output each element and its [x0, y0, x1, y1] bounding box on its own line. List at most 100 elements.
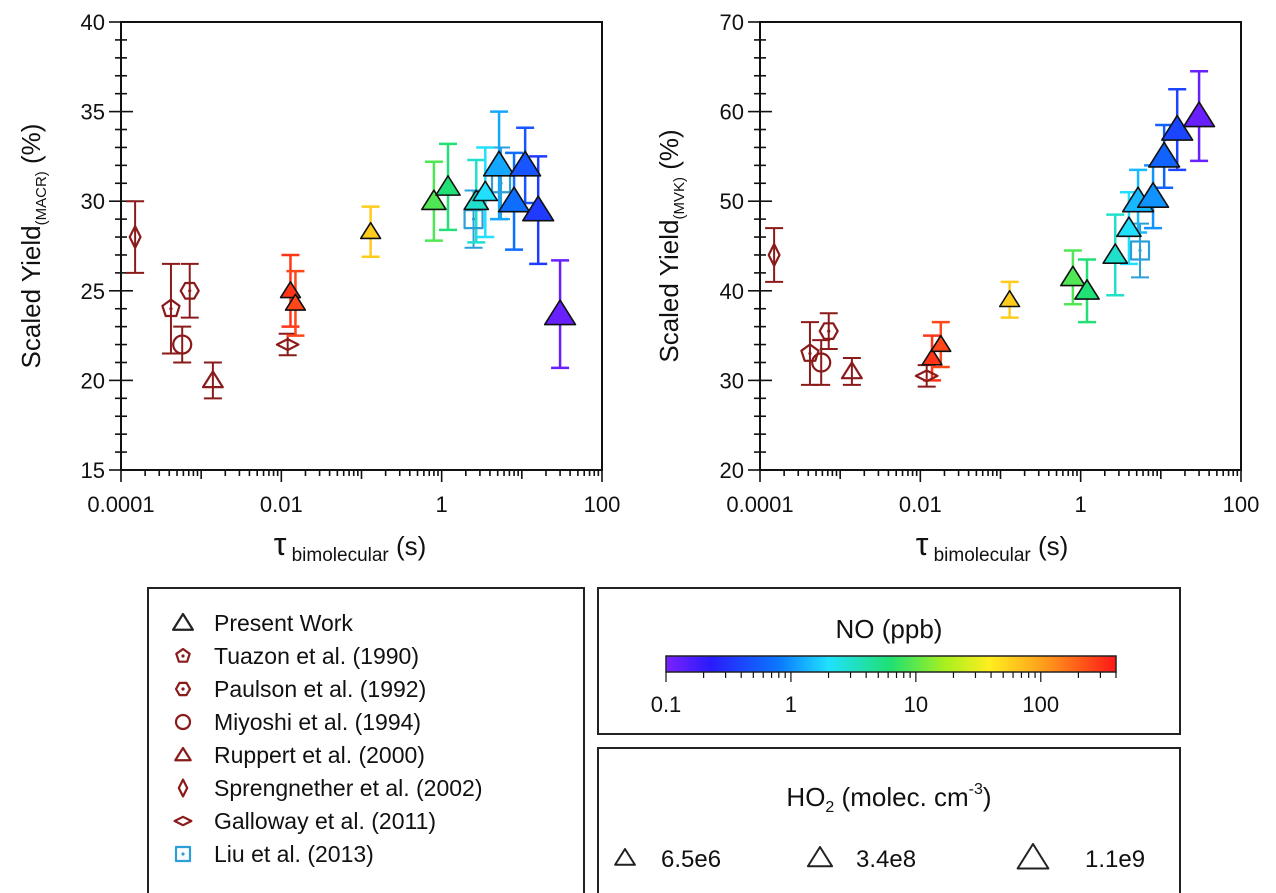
present-work-point — [359, 221, 382, 240]
literature-point-dot — [471, 217, 476, 221]
literature-point — [275, 338, 300, 352]
literature-point-dot — [169, 307, 173, 311]
x-tick-label: 100 — [1223, 492, 1260, 517]
x-tick-label: 1 — [1075, 492, 1087, 517]
legend-marker — [174, 681, 192, 697]
literature-point-dot — [188, 289, 192, 293]
legend-marker — [175, 647, 191, 663]
legend-label: Paulson et al. (1992) — [214, 676, 426, 702]
present-work-point — [1074, 279, 1100, 300]
colorbar-tick-labels: 0.1 1 10 100 — [651, 692, 1059, 717]
ho2-size-legend: HO2 (molec. cm-3) 6.5e6 3.4e8 1.1e9 — [597, 747, 1181, 893]
plot-frame — [120, 21, 603, 471]
size-legend-title: HO2 (molec. cm-3) — [786, 781, 991, 816]
size-legend-label: 1.1e9 — [1085, 846, 1145, 873]
y-axis-label: Scaled Yield(MACR) (%) — [16, 124, 50, 369]
legend-label: Present Work — [214, 610, 353, 636]
present-work-point — [1182, 101, 1216, 128]
y-tick-label: 35 — [81, 100, 105, 125]
x-tick-label: 0.0001 — [87, 492, 154, 517]
present-work-point — [1147, 141, 1181, 168]
legend-marker — [174, 746, 192, 762]
x-tick-label: 0.01 — [260, 492, 303, 517]
legend-label: Liu et al. (2013) — [214, 841, 374, 867]
literature-point — [840, 361, 863, 380]
y-tick-label: 25 — [81, 279, 105, 304]
y-tick-label: 20 — [720, 458, 744, 483]
axis-ticks — [748, 21, 1242, 482]
legend-marker — [177, 778, 189, 798]
x-tick-label: 0.0001 — [726, 492, 793, 517]
literature-point — [818, 322, 839, 340]
y-tick-labels: 20 30 40 50 60 70 — [720, 10, 744, 483]
study-legend: Present Work Tuazon et al. (1990) Paulson … — [147, 587, 585, 893]
legend-label: Tuazon et al. (1990) — [214, 643, 419, 669]
x-tick-label: 0.01 — [899, 492, 942, 517]
y-axis-label: Scaled Yield(MVK) (%) — [654, 129, 688, 362]
literature-point — [800, 343, 820, 362]
colorbar-ticks — [665, 672, 1117, 682]
legend-marker — [174, 845, 192, 863]
colorbar-tick-label: 0.1 — [651, 692, 682, 717]
literature-point — [811, 352, 832, 373]
legend-marker-dot — [181, 654, 185, 658]
legend-marker-dot — [181, 687, 185, 691]
present-work-point — [435, 175, 461, 196]
y-tick-label: 40 — [720, 279, 744, 304]
legend-marker-dot — [181, 852, 185, 856]
literature-point — [767, 243, 781, 267]
size-legend-marker — [806, 846, 834, 868]
literature-point — [1129, 240, 1151, 261]
y-tick-labels: 15 20 25 30 35 40 — [81, 10, 105, 483]
data-points — [767, 101, 1216, 383]
y-tick-label: 70 — [720, 10, 744, 35]
legend-label: Galloway et al. (2011) — [214, 808, 436, 834]
legend-marker — [172, 612, 194, 631]
y-tick-label: 40 — [81, 10, 105, 35]
size-legend-frame — [597, 747, 1181, 893]
literature-point — [161, 298, 181, 318]
x-axis-label: τ bimolecular (s) — [274, 526, 427, 566]
present-work-point — [921, 348, 943, 366]
legend-label: Ruppert et al. (2000) — [214, 742, 425, 768]
x-tick-labels: 0.0001 0.01 1 100 — [726, 492, 1259, 517]
literature-point — [914, 369, 939, 383]
present-work-point — [472, 180, 499, 202]
present-work-point — [1102, 243, 1129, 265]
size-legend-marker — [614, 848, 636, 866]
literature-point-dot — [808, 351, 812, 356]
present-work-point — [508, 150, 542, 177]
legend-marker — [174, 713, 192, 731]
literature-point-dot — [1138, 248, 1142, 253]
literature-point — [179, 281, 200, 300]
present-work-point — [284, 293, 307, 311]
data-points — [128, 150, 577, 389]
literature-point-dot — [499, 181, 503, 185]
present-work-point — [1116, 216, 1142, 238]
size-legend-label: 3.4e8 — [856, 846, 916, 873]
literature-point — [172, 334, 193, 355]
y-tick-label: 30 — [81, 189, 105, 214]
present-work-point — [482, 150, 516, 177]
x-tick-label: 1 — [436, 492, 448, 517]
present-work-point — [497, 186, 531, 213]
colorbar-tick-label: 100 — [1022, 692, 1059, 717]
legend-label: Miyoshi et al. (1994) — [214, 709, 421, 735]
y-tick-label: 20 — [81, 368, 105, 393]
y-tick-label: 50 — [720, 189, 744, 214]
literature-point-dot — [827, 329, 831, 333]
no-colorbar-box: NO (ppb) 0.1 1 10 100 — [597, 587, 1181, 735]
colorbar-tick-label: 1 — [785, 692, 797, 717]
axis-ticks — [109, 21, 603, 482]
present-work-point — [521, 195, 555, 222]
y-tick-label: 30 — [720, 368, 744, 393]
present-work-point — [543, 299, 577, 326]
x-tick-labels: 0.0001 0.01 1 100 — [87, 492, 620, 517]
mvk-panel: 20 30 40 50 60 70 0.0001 0.01 1 100 Scaled Yield… — [654, 10, 1259, 566]
present-work-point — [279, 281, 302, 299]
size-legend-marker — [1016, 843, 1050, 870]
legend-label: Sprengnether et al. (2002) — [214, 775, 483, 801]
colorbar-title: NO (ppb) — [836, 614, 943, 644]
legend-marker — [173, 815, 193, 827]
